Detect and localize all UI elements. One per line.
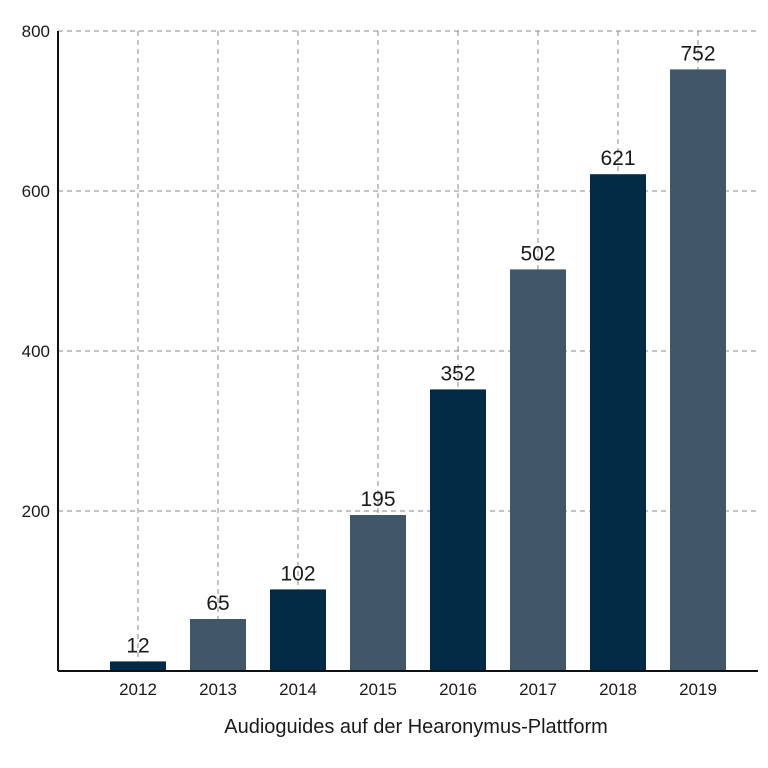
- data-label-2019: 752: [680, 42, 715, 65]
- y-tick-label-200: 200: [22, 502, 50, 521]
- x-tick-label-2018: 2018: [599, 680, 637, 699]
- y-tick-labels: 200 400 600 800: [22, 22, 50, 521]
- bar-2013: [190, 619, 246, 671]
- data-label-2014: 102: [280, 562, 315, 585]
- data-label-2018: 621: [600, 147, 635, 170]
- axes: [57, 31, 758, 672]
- x-tick-labels: 2012 2013 2014 2015 2016 2017 2018 2019: [119, 680, 717, 699]
- y-tick-label-400: 400: [22, 342, 50, 361]
- x-tick-label-2017: 2017: [519, 680, 557, 699]
- data-label-2015: 195: [360, 488, 395, 511]
- y-tick-label-600: 600: [22, 182, 50, 201]
- x-tick-label-2019: 2019: [679, 680, 717, 699]
- y-tick-label-800: 800: [22, 22, 50, 41]
- bars: [110, 69, 726, 671]
- bar-2019: [670, 69, 726, 671]
- x-axis-title: Audioguides auf der Hearonymus-Plattform: [224, 716, 608, 738]
- bar-2016: [430, 389, 486, 671]
- data-label-2016: 352: [440, 362, 475, 385]
- bar-2018: [590, 174, 646, 671]
- bar-2012: [110, 661, 166, 671]
- bar-2017: [510, 269, 566, 671]
- grid-lines: [58, 30, 758, 671]
- x-tick-label-2012: 2012: [119, 680, 157, 699]
- bar-2014: [270, 589, 326, 671]
- x-tick-label-2014: 2014: [279, 680, 317, 699]
- data-label-2013: 65: [206, 592, 229, 615]
- x-tick-label-2016: 2016: [439, 680, 477, 699]
- data-label-2012: 12: [126, 634, 149, 657]
- x-tick-label-2013: 2013: [199, 680, 237, 699]
- data-label-2017: 502: [520, 242, 555, 265]
- bar-2015: [350, 515, 406, 671]
- data-labels: 12 65 102 195 352 502 621 752: [126, 42, 715, 657]
- x-tick-label-2015: 2015: [359, 680, 397, 699]
